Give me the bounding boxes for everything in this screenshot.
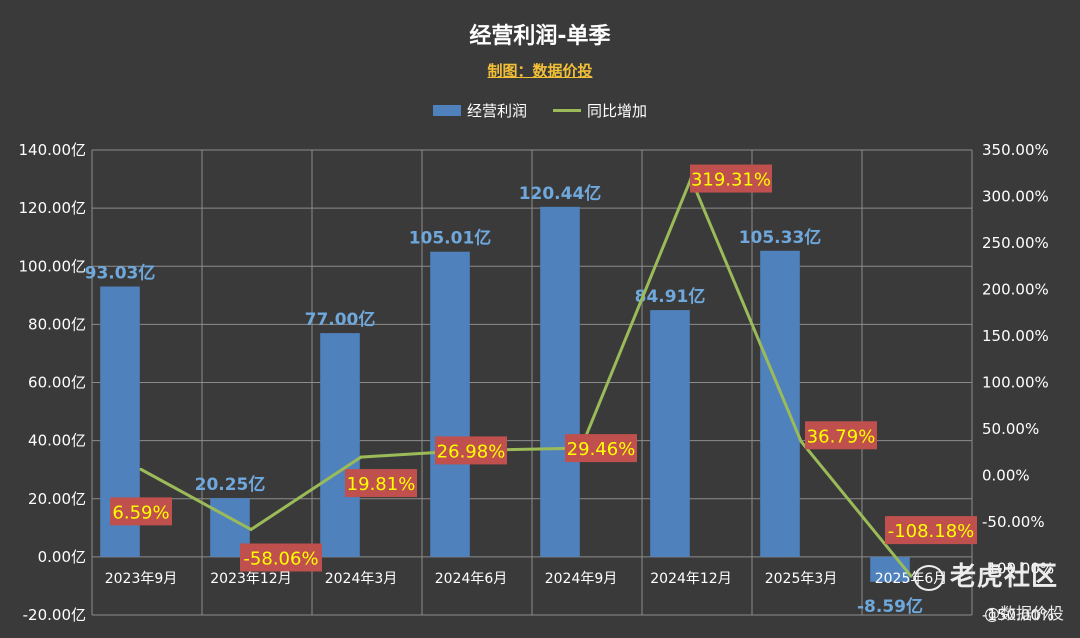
line-point xyxy=(359,455,363,459)
tiger-icon xyxy=(913,564,944,591)
legend: 经营利润 同比增加 xyxy=(0,100,1080,121)
y-left-tick-label: -20.00亿 xyxy=(23,606,86,624)
line-data-label: 319.31% xyxy=(691,170,771,191)
series-line xyxy=(140,174,913,578)
y-right-tick-label: -150.00% xyxy=(982,606,1054,624)
x-tick-label: 2024年3月 xyxy=(325,571,398,587)
y-right-tick-label: 200.00% xyxy=(982,281,1049,299)
y-left-tick-label: 20.00亿 xyxy=(28,490,86,508)
y-left-tick-label: 140.00亿 xyxy=(19,141,87,159)
bar-data-label: 120.44亿 xyxy=(519,183,602,204)
bar xyxy=(650,310,690,557)
y-right-tick-label: 350.00% xyxy=(982,141,1049,159)
bar-data-label: 93.03亿 xyxy=(85,263,156,284)
bar-data-label: -8.59亿 xyxy=(857,596,923,617)
legend-bar-label: 经营利润 xyxy=(466,102,527,120)
chart-subtitle: 制图：数据价投 xyxy=(487,62,593,80)
line-point xyxy=(139,467,143,471)
bar xyxy=(870,556,910,582)
legend-item-bar: 经营利润 xyxy=(432,100,527,121)
line-point xyxy=(249,527,253,531)
line-point xyxy=(799,439,803,443)
bar xyxy=(430,251,470,557)
line-label-box xyxy=(435,436,507,465)
watermark-logo: 老虎社区 xyxy=(913,556,1058,593)
line-data-label: 26.98% xyxy=(437,441,506,462)
y-left-tick-label: 100.00亿 xyxy=(19,257,87,275)
line-data-label: -108.18% xyxy=(888,521,975,542)
x-tick-label: 2024年9月 xyxy=(545,571,618,587)
y-left-tick-label: 80.00亿 xyxy=(28,315,86,333)
y-right-tick-label: 0.00% xyxy=(982,467,1030,485)
legend-line-swatch xyxy=(553,109,581,112)
bar-data-label: 77.00亿 xyxy=(305,309,376,330)
legend-line-label: 同比增加 xyxy=(587,102,648,120)
y-left-tick-label: 120.00亿 xyxy=(19,199,87,217)
line-label-box xyxy=(805,421,877,450)
line-label-box xyxy=(565,434,637,463)
line-label-box xyxy=(885,516,977,545)
y-left-tick-label: 60.00亿 xyxy=(28,374,86,392)
legend-item-line: 同比增加 xyxy=(553,100,647,121)
bar-data-label: 105.33亿 xyxy=(739,227,822,248)
line-data-label: 36.79% xyxy=(807,426,876,447)
bar xyxy=(760,250,800,557)
y-right-tick-label: 50.00% xyxy=(982,420,1039,438)
y-right-tick-label: 150.00% xyxy=(982,327,1049,345)
x-tick-label: 2023年9月 xyxy=(105,571,178,587)
y-left-tick-label: 40.00亿 xyxy=(28,432,86,450)
line-data-label: 6.59% xyxy=(112,502,169,523)
line-label-box xyxy=(110,497,172,526)
x-tick-label: 2024年6月 xyxy=(435,571,508,587)
line-label-box xyxy=(345,469,417,498)
line-data-label: 29.46% xyxy=(567,439,636,460)
y-left-tick-label: 0.00亿 xyxy=(38,548,86,566)
watermark-brand: 老虎社区 xyxy=(949,562,1058,592)
line-data-label: -58.06% xyxy=(243,548,318,569)
line-label-box xyxy=(240,543,322,572)
y-right-tick-label: -50.00% xyxy=(982,513,1045,531)
y-right-tick-label: 100.00% xyxy=(982,374,1049,392)
y-right-tick-label: -100.00% xyxy=(982,560,1054,578)
line-point xyxy=(909,574,913,578)
bar-data-label: 20.25亿 xyxy=(195,474,266,495)
x-tick-label: 2023年12月 xyxy=(210,571,291,587)
x-tick-label: 2024年12月 xyxy=(650,571,731,587)
line-label-box xyxy=(690,164,772,193)
y-right-tick-label: 300.00% xyxy=(982,188,1049,206)
chart-title: 经营利润-单季 xyxy=(469,24,611,49)
watermark-credit: @数据价投 xyxy=(983,604,1064,623)
bar xyxy=(540,206,580,557)
bar-data-label: 105.01亿 xyxy=(409,228,492,249)
y-right-tick-label: 250.00% xyxy=(982,234,1049,252)
legend-bar-swatch xyxy=(432,105,461,116)
x-tick-label: 2025年3月 xyxy=(765,571,838,587)
bar-data-label: 84.91亿 xyxy=(635,286,706,307)
bar xyxy=(320,333,360,557)
line-data-label: 19.81% xyxy=(347,474,416,495)
